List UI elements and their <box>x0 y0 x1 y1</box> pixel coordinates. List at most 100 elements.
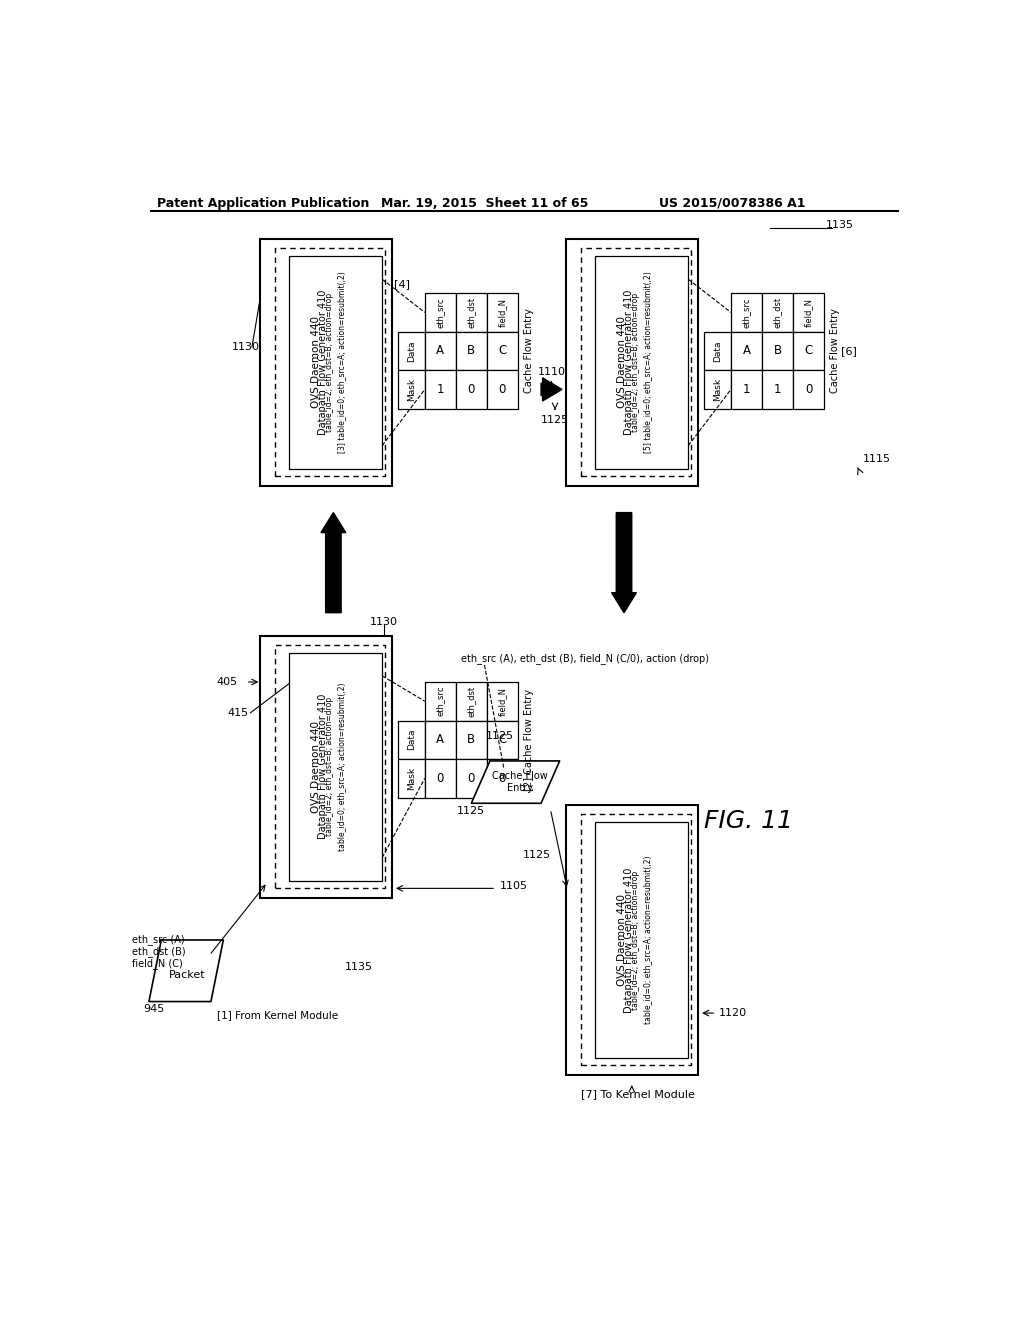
Text: Datapath Flow Generator 410: Datapath Flow Generator 410 <box>317 290 328 436</box>
Text: Data: Data <box>713 341 722 362</box>
Text: [2] Cache Flow Entry: [2] Cache Flow Entry <box>523 689 534 791</box>
Bar <box>486 331 518 370</box>
Text: Datapath Flow Generator 410: Datapath Flow Generator 410 <box>624 867 634 1012</box>
Bar <box>762 293 793 331</box>
Bar <box>566 239 697 486</box>
Bar <box>486 370 518 409</box>
Bar <box>425 293 456 331</box>
Bar <box>793 293 824 331</box>
Text: 1: 1 <box>774 383 781 396</box>
Text: 0: 0 <box>805 383 812 396</box>
Text: field_N (C): field_N (C) <box>132 957 182 969</box>
Text: field_N: field_N <box>498 686 507 715</box>
Bar <box>289 653 382 880</box>
Text: table_id=2; eth_dst=B; action=drop: table_id=2; eth_dst=B; action=drop <box>325 293 334 432</box>
Polygon shape <box>541 378 562 401</box>
Text: C: C <box>499 345 507 358</box>
Bar <box>425 682 456 721</box>
Bar <box>486 682 518 721</box>
Text: eth_src (A): eth_src (A) <box>132 935 184 945</box>
Text: Data: Data <box>407 341 416 362</box>
Text: 0: 0 <box>436 772 444 785</box>
Text: OVS Daemon 440: OVS Daemon 440 <box>617 317 628 408</box>
Text: [3] table_id=0; eth_src=A; action=resubmit(,2): [3] table_id=0; eth_src=A; action=resubm… <box>337 272 346 453</box>
Text: Cache Flow Entry: Cache Flow Entry <box>829 309 840 393</box>
Text: Patent Application Publication: Patent Application Publication <box>158 197 370 210</box>
Text: 1: 1 <box>436 383 444 396</box>
Bar <box>486 721 518 759</box>
Bar <box>397 331 425 370</box>
Text: US 2015/0078386 A1: US 2015/0078386 A1 <box>659 197 806 210</box>
Text: 1125: 1125 <box>458 807 485 816</box>
Text: Datapath Flow Generator 410: Datapath Flow Generator 410 <box>624 290 634 436</box>
Text: FIG. 11: FIG. 11 <box>703 809 793 833</box>
Bar <box>595 256 688 469</box>
Text: Mask: Mask <box>713 378 722 401</box>
Bar <box>425 759 456 797</box>
Text: [6]: [6] <box>841 346 857 356</box>
Polygon shape <box>321 512 346 612</box>
Text: Mar. 19, 2015  Sheet 11 of 65: Mar. 19, 2015 Sheet 11 of 65 <box>381 197 588 210</box>
Text: eth_src (A), eth_dst (B), field_N (C/0), action (drop): eth_src (A), eth_dst (B), field_N (C/0),… <box>461 653 710 664</box>
Bar <box>456 721 486 759</box>
Text: 1120: 1120 <box>719 1008 748 1018</box>
Text: 0: 0 <box>499 383 506 396</box>
Bar <box>425 721 456 759</box>
Text: table_id=0; eth_src=A; action=resubmit(,2): table_id=0; eth_src=A; action=resubmit(,… <box>337 682 346 851</box>
Bar <box>456 759 486 797</box>
Bar <box>486 759 518 797</box>
Text: eth_dst (B): eth_dst (B) <box>132 946 185 957</box>
Bar <box>762 331 793 370</box>
Bar <box>731 293 762 331</box>
Text: B: B <box>773 345 781 358</box>
Text: Datapath Flow Generator 410: Datapath Flow Generator 410 <box>317 694 328 840</box>
Text: 945: 945 <box>143 1005 165 1014</box>
Text: eth_dst: eth_dst <box>467 297 476 327</box>
Text: table_id=2; eth_dst=B; action=drop: table_id=2; eth_dst=B; action=drop <box>631 870 640 1010</box>
Text: C: C <box>804 345 813 358</box>
Text: Packet: Packet <box>169 970 206 979</box>
Bar <box>582 248 691 477</box>
Text: 1130: 1130 <box>231 342 260 352</box>
Bar <box>456 370 486 409</box>
Text: A: A <box>742 345 751 358</box>
Bar <box>397 721 425 759</box>
Bar <box>703 331 731 370</box>
Text: 1135: 1135 <box>825 220 853 231</box>
Text: B: B <box>467 345 475 358</box>
Text: Cache Flow Entry: Cache Flow Entry <box>523 309 534 393</box>
Text: 0: 0 <box>468 383 475 396</box>
Text: field_N: field_N <box>498 298 507 327</box>
Text: 1125: 1125 <box>522 850 551 861</box>
Text: 415: 415 <box>227 708 248 718</box>
Bar <box>793 331 824 370</box>
Text: 1125: 1125 <box>486 731 514 741</box>
Polygon shape <box>148 940 223 1002</box>
Bar <box>595 822 688 1057</box>
Text: table_id=2; eth_dst=B; action=drop: table_id=2; eth_dst=B; action=drop <box>631 293 640 432</box>
Bar <box>275 248 385 477</box>
Text: 1135: 1135 <box>345 962 373 972</box>
Text: eth_dst: eth_dst <box>467 685 476 717</box>
Text: eth_src: eth_src <box>436 297 444 327</box>
Text: 405: 405 <box>217 677 238 686</box>
Bar <box>731 331 762 370</box>
Bar <box>289 256 382 469</box>
Text: 1105: 1105 <box>500 880 528 891</box>
Text: table_id=0; eth_src=A; action=resubmit(,2): table_id=0; eth_src=A; action=resubmit(,… <box>643 855 652 1024</box>
Text: A: A <box>436 345 444 358</box>
Bar <box>456 682 486 721</box>
Text: 1130: 1130 <box>370 616 397 627</box>
Text: Entry: Entry <box>507 783 534 793</box>
Bar <box>486 293 518 331</box>
Text: Cache Flow: Cache Flow <box>493 771 548 781</box>
Bar <box>397 759 425 797</box>
Text: [5] table_id=0; eth_src=A; action=resubmit(,2): [5] table_id=0; eth_src=A; action=resubm… <box>643 272 652 453</box>
Text: eth_src: eth_src <box>742 297 751 327</box>
Text: 1115: 1115 <box>862 454 891 463</box>
Bar <box>456 331 486 370</box>
Bar <box>566 805 697 1074</box>
Text: A: A <box>436 733 444 746</box>
Text: Mask: Mask <box>407 767 416 789</box>
Text: eth_dst: eth_dst <box>773 297 782 327</box>
